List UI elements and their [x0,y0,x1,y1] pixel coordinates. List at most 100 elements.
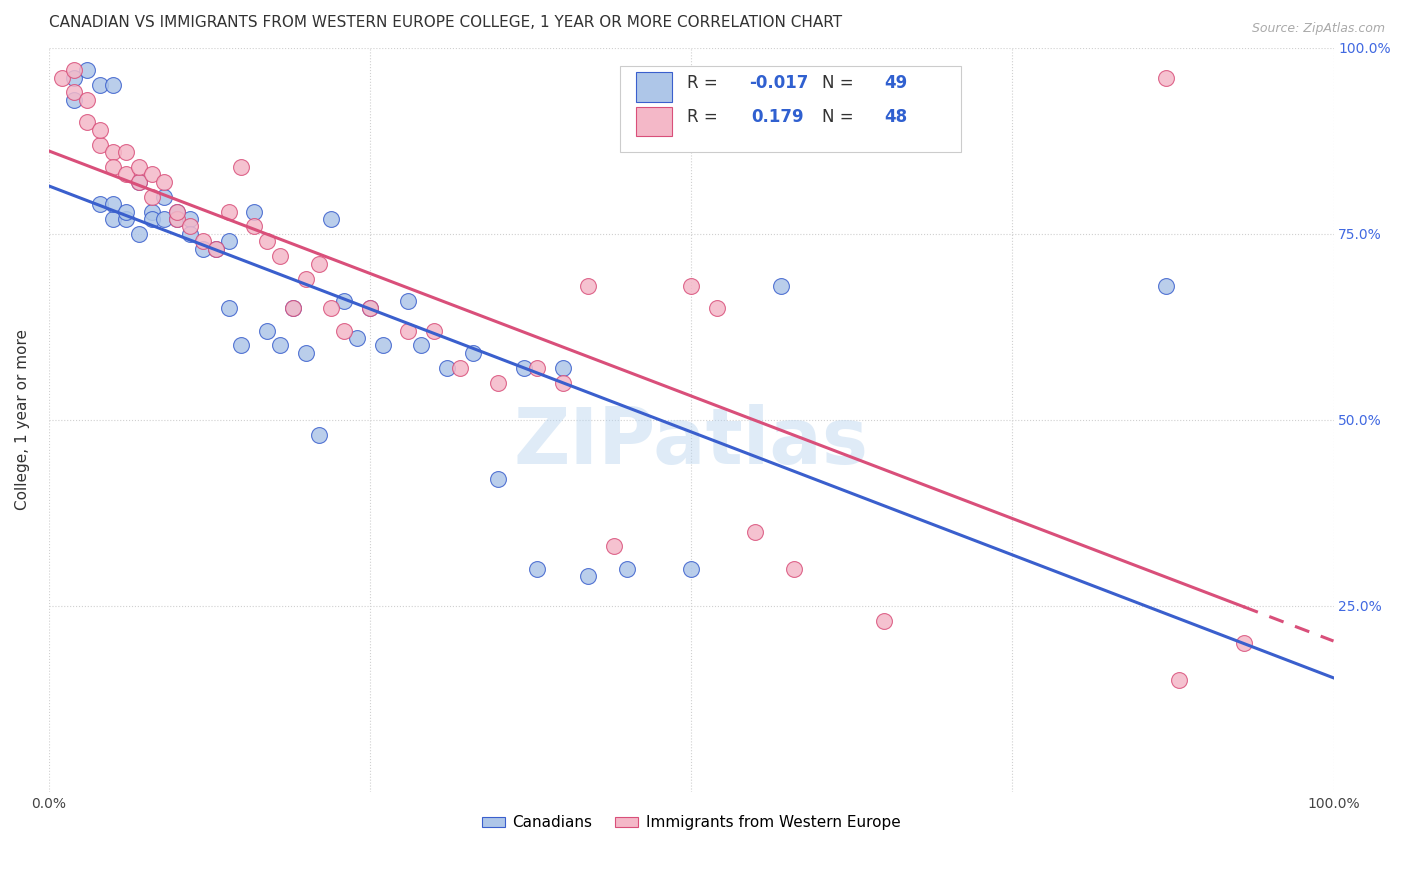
Point [89,137,111,152]
Text: CANADIAN VS IMMIGRANTS FROM WESTERN EUROPE COLLEGE, 1 YEAR OR MORE CORRELATION C: CANADIAN VS IMMIGRANTS FROM WESTERN EURO… [49,15,842,30]
Point [153,175,176,189]
Text: R =: R = [688,108,718,126]
Point [101,197,124,211]
Text: R =: R = [688,74,718,92]
FancyBboxPatch shape [636,72,672,103]
Text: ZIPatlas: ZIPatlas [513,404,869,480]
Point [89,197,111,211]
Point [63,86,86,100]
Point [269,338,291,352]
Point [101,211,124,226]
Point [128,160,150,174]
Point [461,346,484,360]
Point [873,614,896,628]
Point [63,63,86,78]
Point [114,167,136,181]
Point [294,271,316,285]
Point [333,324,356,338]
Point [128,175,150,189]
Point [101,145,124,159]
Point [551,360,574,375]
Point [191,242,214,256]
Point [114,145,136,159]
Point [576,279,599,293]
Text: N =: N = [823,108,853,126]
Point [526,562,548,576]
Point [1156,279,1178,293]
Point [141,167,163,181]
Point [551,376,574,390]
FancyBboxPatch shape [636,107,672,136]
Point [63,70,86,85]
Point [51,70,73,85]
Point [681,562,703,576]
Text: Source: ZipAtlas.com: Source: ZipAtlas.com [1251,22,1385,36]
Point [371,338,394,352]
Point [346,331,368,345]
Point [76,63,98,78]
Point [486,472,509,486]
Point [359,301,381,316]
Point [114,211,136,226]
Point [281,301,304,316]
Text: 49: 49 [884,74,907,92]
Point [436,360,458,375]
Point [281,301,304,316]
Point [269,249,291,263]
Point [333,293,356,308]
Point [706,301,728,316]
Point [76,115,98,129]
Point [166,204,188,219]
Point [1156,70,1178,85]
Point [166,204,188,219]
Point [179,211,201,226]
FancyBboxPatch shape [620,66,960,152]
Point [166,211,188,226]
Point [218,204,240,219]
Point [398,293,420,308]
Point [218,235,240,249]
Point [1168,673,1191,688]
Point [101,160,124,174]
Point [128,227,150,241]
Point [294,346,316,360]
Point [513,360,536,375]
Point [359,301,381,316]
Point [101,78,124,92]
Point [486,376,509,390]
Point [141,204,163,219]
Point [1232,636,1254,650]
Text: N =: N = [823,74,853,92]
Point [89,122,111,136]
Point [243,219,266,234]
Point [576,569,599,583]
Point [231,338,253,352]
Point [308,427,330,442]
Point [256,235,278,249]
Point [321,301,343,316]
Point [63,93,86,107]
Point [153,189,176,203]
Point [141,189,163,203]
Point [744,524,766,539]
Point [616,562,638,576]
Point [449,360,471,375]
Point [114,204,136,219]
Point [681,279,703,293]
Y-axis label: College, 1 year or more: College, 1 year or more [15,329,30,510]
Point [179,227,201,241]
Point [218,301,240,316]
Point [76,93,98,107]
Text: 48: 48 [884,108,907,126]
Point [603,540,626,554]
Point [231,160,253,174]
Point [141,211,163,226]
Point [526,360,548,375]
Point [191,235,214,249]
Text: -0.017: -0.017 [749,74,808,92]
Point [166,211,188,226]
Point [783,562,806,576]
Point [321,211,343,226]
Point [128,175,150,189]
Point [423,324,446,338]
